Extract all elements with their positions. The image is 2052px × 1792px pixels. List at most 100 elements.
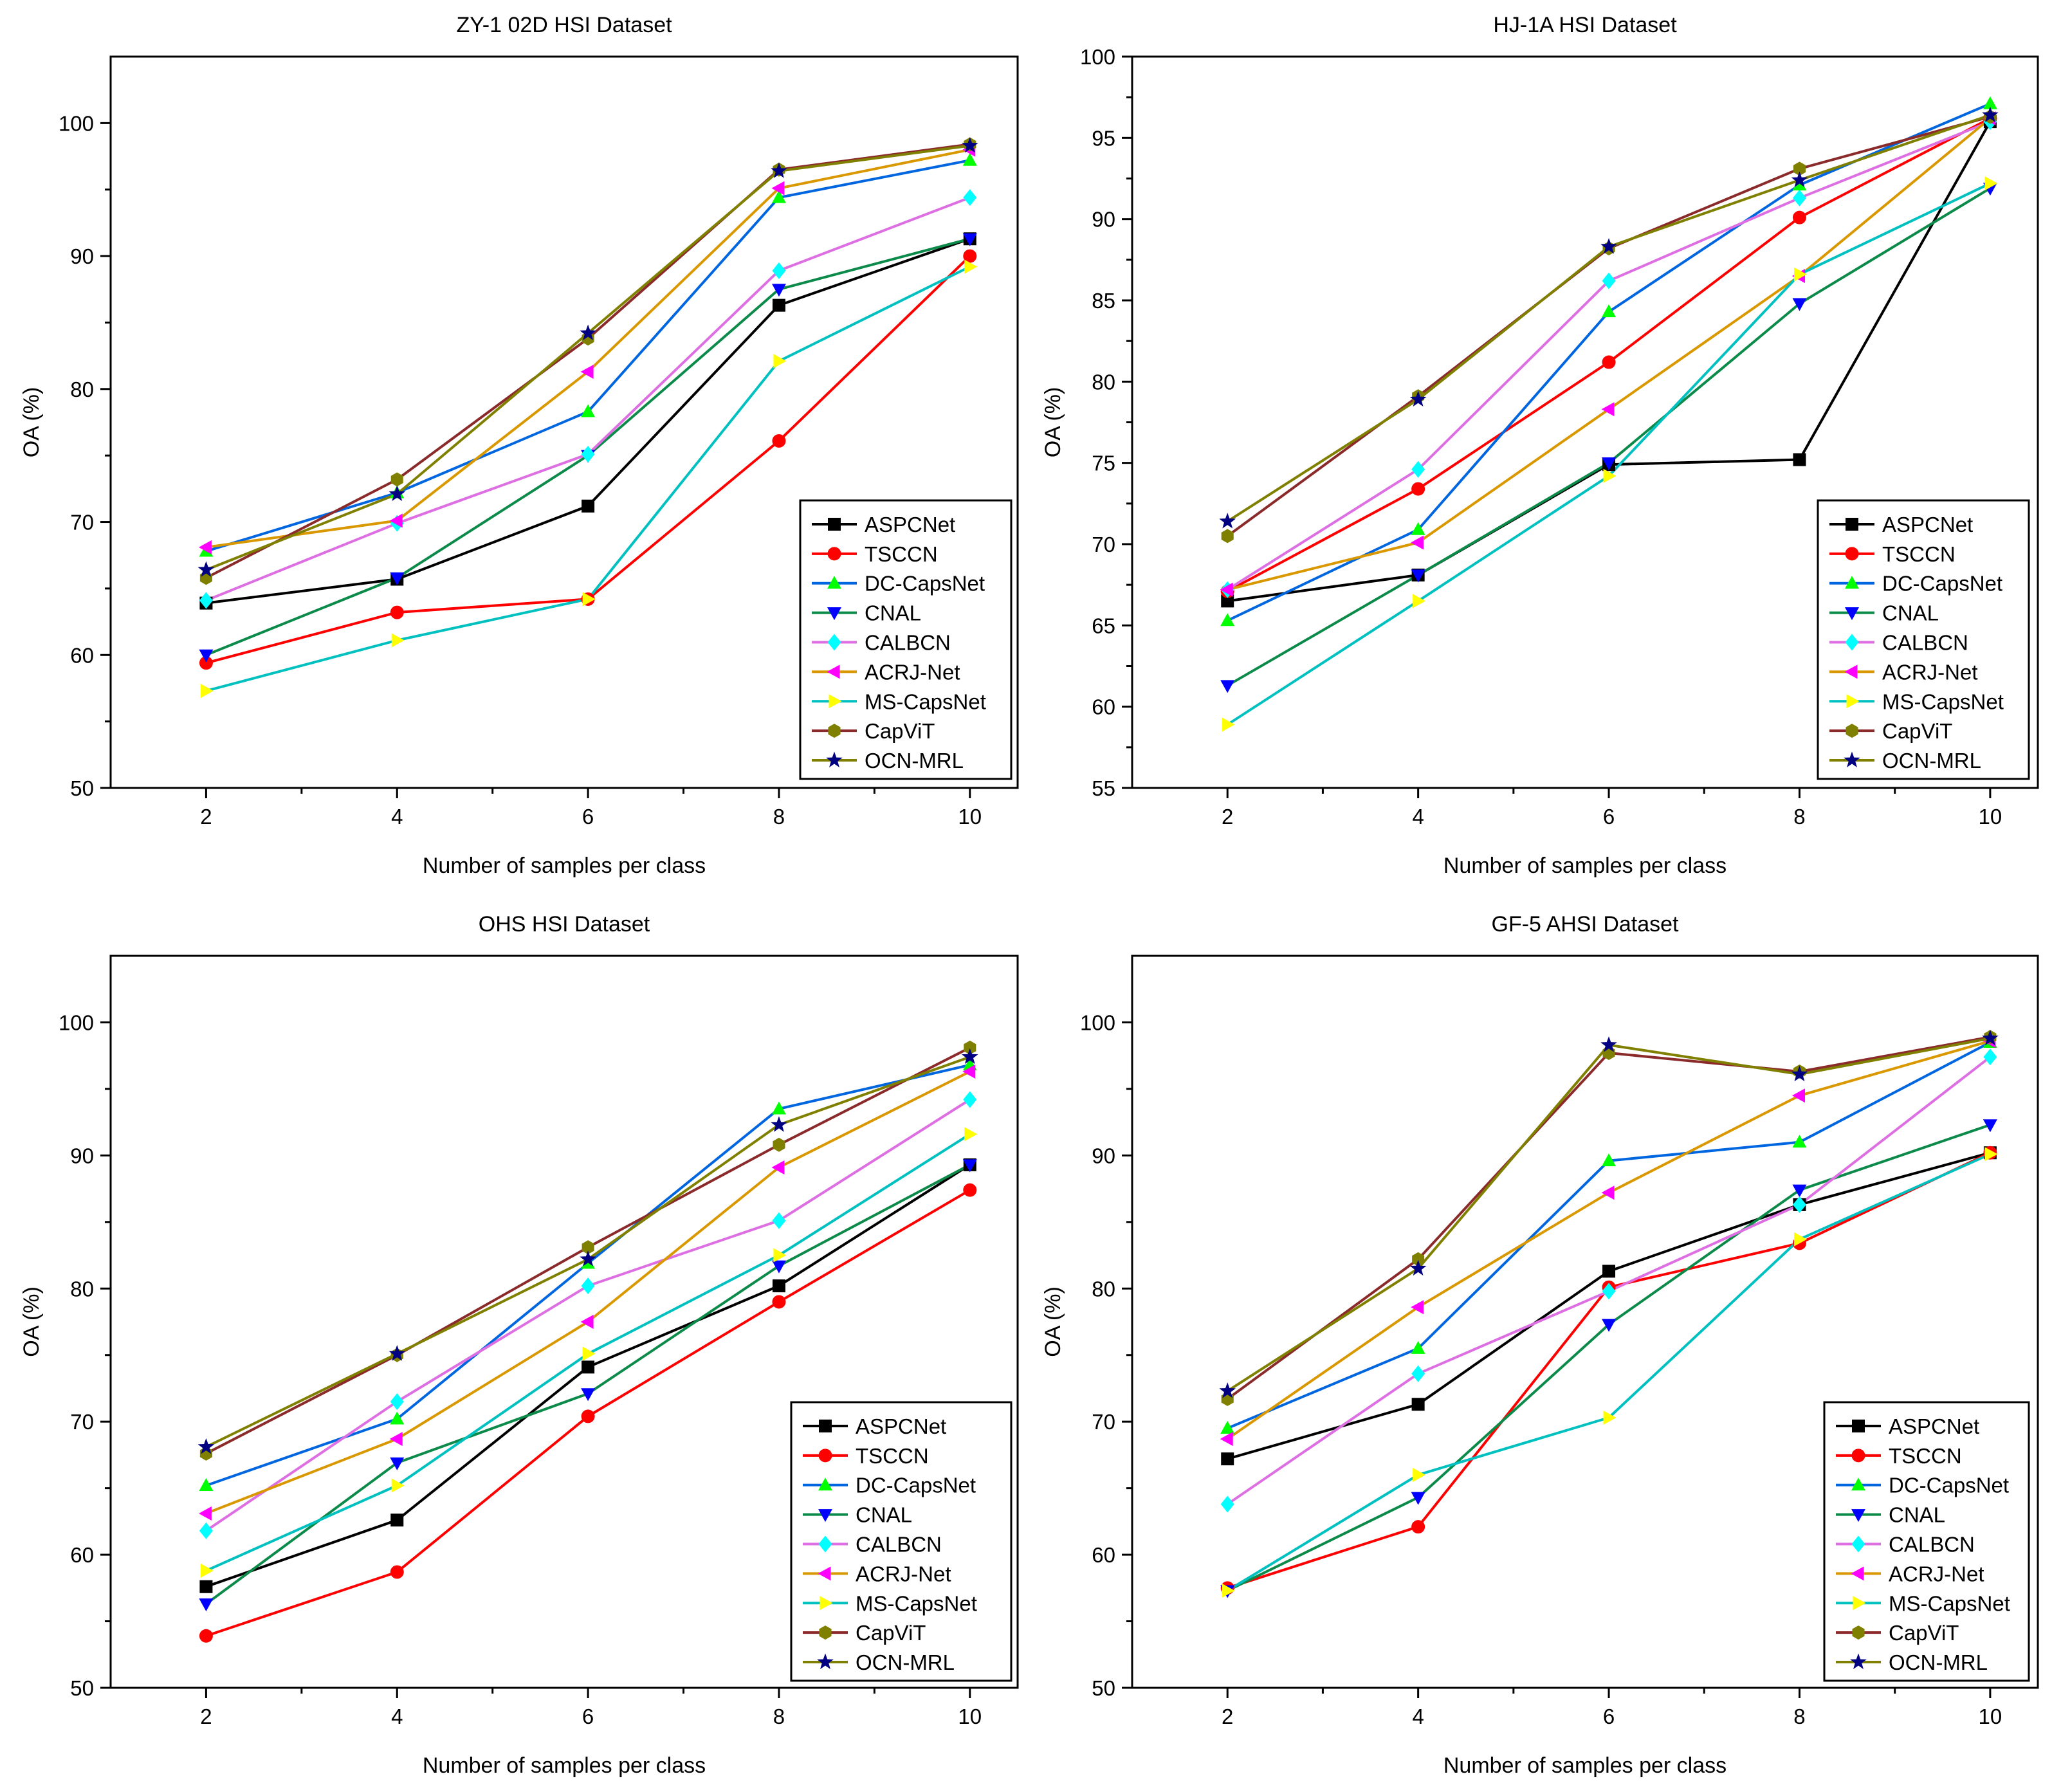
y-tick-label: 90 [1092, 208, 1115, 232]
legend-label-calbcn: CALBCN [1889, 1533, 1975, 1557]
legend-label-aspcnet: ASPCNet [1882, 513, 1973, 536]
legend-marker-aspcnet [1846, 517, 1858, 531]
data-point-cnal [1220, 680, 1235, 693]
data-point-ocn-mrl [1600, 238, 1617, 254]
data-point-dc-capsnet [1602, 304, 1617, 318]
legend-marker-ocn-mrl [1850, 1653, 1867, 1669]
y-tick-label: 65 [1092, 614, 1115, 637]
legend-label-capvit: CapViT [1889, 1621, 1959, 1645]
legend-marker-cnal [818, 1509, 832, 1522]
data-point-cnal [581, 1388, 596, 1402]
legend-marker-calbcn [1851, 1535, 1865, 1553]
data-point-ocn-mrl [1409, 1259, 1427, 1276]
data-point-dc-capsnet [962, 152, 977, 166]
data-point-dc-capsnet [1220, 613, 1235, 626]
data-point-acrj-net [771, 181, 785, 196]
x-tick-label: 6 [582, 805, 594, 828]
data-point-ocn-mrl [961, 1048, 978, 1065]
legend-marker-dc-capsnet [827, 576, 841, 589]
data-point-tsccn [1602, 355, 1616, 369]
x-tick-label: 8 [773, 1705, 785, 1728]
data-point-ms-capsnet [1793, 267, 1807, 282]
y-tick-label: 100 [59, 111, 94, 135]
data-point-ocn-mrl [580, 324, 596, 340]
data-point-dc-capsnet [1602, 1153, 1617, 1167]
series-line-acrj-net [206, 148, 971, 549]
x-tick-label: 4 [391, 1705, 403, 1728]
y-tick-label: 100 [1080, 45, 1115, 69]
data-point-aspcnet [390, 1513, 404, 1527]
y-tick-label: 80 [70, 378, 94, 401]
chart-panel-1: ZY-1 02D HSI Dataset 2 4 6 8 10 50 60 70 80 90 100 N… [19, 13, 1019, 878]
x-tick-label: 4 [1412, 805, 1424, 828]
data-point-aspcnet [772, 1279, 785, 1293]
data-point-acrj-net [198, 540, 212, 554]
legend-marker-ms-capsnet [1846, 694, 1860, 709]
legend-label-acrj-net: ACRJ-Net [865, 660, 960, 684]
x-tick-label: 2 [200, 1705, 212, 1728]
y-tick-label: 60 [70, 1543, 94, 1567]
y-tick-label: 70 [1092, 1410, 1115, 1434]
legend-marker-calbcn [827, 634, 841, 651]
data-point-calbcn [199, 1522, 213, 1539]
data-point-ocn-mrl [389, 485, 406, 502]
data-point-acrj-net [1411, 1300, 1424, 1315]
x-tick-label: 10 [1979, 1705, 2002, 1728]
data-point-dc-capsnet [1983, 96, 1997, 109]
data-point-calbcn [581, 446, 595, 463]
data-point-ms-capsnet [1793, 1232, 1807, 1247]
data-point-acrj-net [771, 1160, 785, 1175]
y-tick-label: 70 [70, 511, 94, 535]
data-point-calbcn [1602, 1283, 1616, 1300]
x-tick-label: 4 [391, 805, 403, 828]
data-point-acrj-net [389, 1432, 403, 1447]
data-point-cnal [771, 284, 786, 297]
x-tick-label: 8 [1793, 805, 1805, 828]
data-point-dc-capsnet [1411, 1340, 1425, 1354]
data-point-capvit [1412, 1252, 1425, 1266]
data-point-dc-capsnet [1220, 1421, 1235, 1434]
y-axis-label: OA (%) [1041, 387, 1065, 458]
data-point-cnal [1792, 1184, 1807, 1198]
data-point-capvit [1221, 529, 1234, 544]
data-point-ocn-mrl [580, 1250, 596, 1266]
legend-marker-cnal [827, 607, 841, 621]
x-tick-label: 8 [1793, 1705, 1805, 1728]
y-tick-label: 50 [70, 776, 94, 800]
y-axis-label: OA (%) [1041, 1286, 1065, 1357]
y-tick-label: 80 [1092, 1277, 1115, 1301]
legend-label-calbcn: CALBCN [856, 1533, 942, 1557]
data-point-aspcnet [582, 1360, 595, 1374]
data-point-tsccn [772, 434, 786, 448]
legend-marker-ms-capsnet [820, 1596, 833, 1611]
legend-marker-dc-capsnet [1845, 576, 1859, 589]
data-point-ms-capsnet [1413, 594, 1426, 608]
legend-marker-tsccn [1851, 1449, 1865, 1463]
legend-marker-capvit [828, 724, 841, 738]
data-point-cnal [390, 572, 405, 585]
legend-label-aspcnet: ASPCNet [856, 1414, 946, 1438]
legend-label-cnal: CNAL [856, 1503, 912, 1527]
legend-marker-capvit [1846, 724, 1858, 738]
data-point-tsccn [1411, 482, 1425, 496]
data-point-tsccn [963, 249, 977, 263]
legend-label-ocn-mrl: OCN-MRL [1889, 1650, 1988, 1674]
y-tick-label: 50 [70, 1676, 94, 1700]
data-point-dc-capsnet [390, 1411, 405, 1425]
legend-label-acrj-net: ACRJ-Net [1889, 1562, 1984, 1586]
legend-label-dc-capsnet: DC-CapsNet [856, 1474, 976, 1497]
data-point-dc-capsnet [771, 190, 786, 203]
data-point-dc-capsnet [1792, 178, 1807, 191]
data-point-capvit [390, 472, 403, 487]
legend-marker-ms-capsnet [1853, 1596, 1866, 1611]
legend-label-ocn-mrl: OCN-MRL [856, 1650, 955, 1674]
data-point-ms-capsnet [1984, 176, 1998, 191]
y-axis-label: OA (%) [19, 1286, 44, 1357]
y-tick-label: 90 [70, 1144, 94, 1167]
x-axis-label: Number of samples per class [1443, 854, 1727, 878]
legend-label-ocn-mrl: OCN-MRL [1882, 749, 1981, 773]
data-point-ms-capsnet [200, 1563, 214, 1578]
data-point-acrj-net [580, 364, 594, 379]
data-point-tsccn [581, 1409, 595, 1423]
chart-panel-4: GF-5 AHSI Dataset 2 4 6 8 10 50 60 70 80 90 100 Numb… [1041, 912, 2039, 1778]
